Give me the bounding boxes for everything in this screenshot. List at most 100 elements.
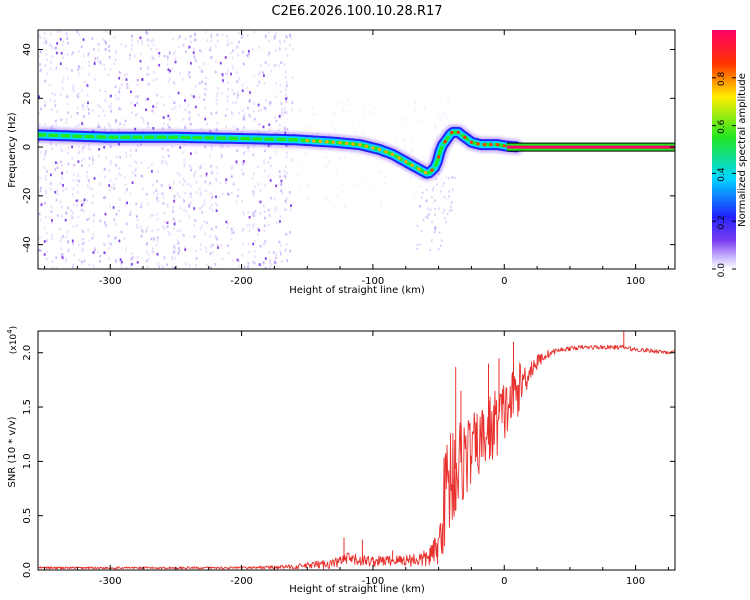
- noise-dot: [104, 224, 107, 227]
- noise-dot: [404, 146, 406, 149]
- noise-dot: [171, 186, 174, 190]
- noise-dot: [82, 237, 85, 241]
- noise-dot: [147, 83, 150, 86]
- noise-dot: [252, 214, 255, 217]
- noise-dot: [241, 89, 244, 93]
- noise-dot: [280, 260, 283, 263]
- noise-dot: [87, 178, 90, 182]
- noise-dot: [216, 33, 219, 37]
- noise-dot: [155, 48, 158, 51]
- noise-dot: [247, 250, 250, 254]
- noise-dot: [126, 86, 129, 89]
- noise-dot: [126, 222, 128, 226]
- noise-dot: [76, 107, 79, 110]
- noise-dot: [152, 237, 155, 240]
- noise-dot: [43, 41, 46, 45]
- noise-dot: [204, 189, 207, 192]
- noise-dot: [247, 106, 249, 110]
- noise-dot: [60, 205, 63, 209]
- noise-dot: [189, 111, 191, 114]
- noise-dot: [226, 244, 229, 247]
- noise-dot: [192, 47, 195, 51]
- noise-dot: [87, 52, 90, 56]
- noise-dot: [184, 180, 186, 183]
- noise-dot: [104, 167, 106, 171]
- noise-dot: [78, 65, 80, 68]
- noise-dot: [151, 214, 154, 217]
- noise-dot: [62, 235, 65, 238]
- noise-dot: [67, 249, 70, 253]
- noise-dot: [177, 252, 180, 255]
- noise-dot: [118, 198, 121, 202]
- noise-dot: [201, 211, 203, 214]
- noise-dot: [190, 152, 192, 155]
- noise-dot: [156, 93, 159, 97]
- noise-dot: [220, 146, 223, 149]
- noise-dot: [242, 33, 244, 37]
- noise-dot: [81, 228, 84, 232]
- noise-dot: [107, 122, 110, 126]
- noise-dot: [55, 266, 58, 269]
- noise-dot: [392, 207, 395, 210]
- noise-dot: [216, 243, 219, 246]
- ridge-peak: [456, 130, 460, 134]
- noise-dot: [171, 145, 174, 149]
- noise-dot: [179, 35, 181, 38]
- noise-dot: [160, 95, 163, 98]
- noise-dot: [104, 175, 106, 178]
- noise-dot: [427, 207, 429, 210]
- noise-dot: [168, 50, 171, 54]
- noise-dot: [155, 105, 158, 109]
- noise-dot: [286, 259, 289, 262]
- noise-dot: [259, 263, 262, 267]
- noise-dot: [248, 52, 250, 56]
- noise-dot: [204, 106, 206, 110]
- noise-dot: [426, 199, 428, 202]
- noise-dot: [195, 264, 197, 267]
- noise-dot: [59, 93, 62, 96]
- noise-dot: [283, 111, 286, 114]
- noise-dot: [152, 38, 154, 42]
- noise-dot: [431, 239, 433, 242]
- noise-dot: [251, 177, 254, 180]
- noise-dot: [129, 192, 132, 195]
- noise-dot: [336, 170, 339, 174]
- noise-dot: [60, 52, 63, 55]
- noise-dot: [110, 242, 112, 246]
- noise-dot: [364, 114, 366, 117]
- noise-dot: [177, 171, 179, 175]
- noise-dot: [194, 105, 197, 109]
- noise-dot: [91, 195, 94, 198]
- noise-dot: [39, 218, 42, 222]
- noise-dot: [193, 33, 196, 37]
- noise-dot: [151, 183, 154, 187]
- spectral-ridge: [38, 124, 675, 182]
- noise-dot: [118, 167, 120, 170]
- noise-dot: [259, 189, 262, 192]
- ridge-peak: [397, 156, 401, 160]
- noise-dot: [193, 267, 196, 269]
- noise-dot: [173, 247, 176, 250]
- noise-dot: [151, 250, 154, 253]
- noise-dot: [136, 256, 139, 259]
- noise-dot: [434, 127, 437, 130]
- noise-dot: [81, 247, 84, 250]
- noise-dot: [184, 37, 187, 40]
- noise-dot: [334, 111, 336, 114]
- noise-dot: [184, 126, 186, 130]
- noise-dot: [172, 52, 175, 56]
- noise-dot: [409, 176, 411, 179]
- ridge-peak: [318, 139, 322, 143]
- noise-dot: [64, 218, 67, 222]
- noise-dot: [113, 187, 116, 190]
- noise-dot: [70, 217, 73, 221]
- noise-dot: [76, 224, 78, 227]
- noise-dot: [189, 122, 192, 126]
- noise-dot: [61, 164, 63, 167]
- noise-dot: [427, 142, 430, 145]
- noise-dot: [118, 70, 121, 74]
- noise-dot: [243, 152, 245, 155]
- noise-dot: [215, 127, 217, 131]
- noise-dot: [56, 110, 59, 113]
- noise-dot: [208, 154, 211, 158]
